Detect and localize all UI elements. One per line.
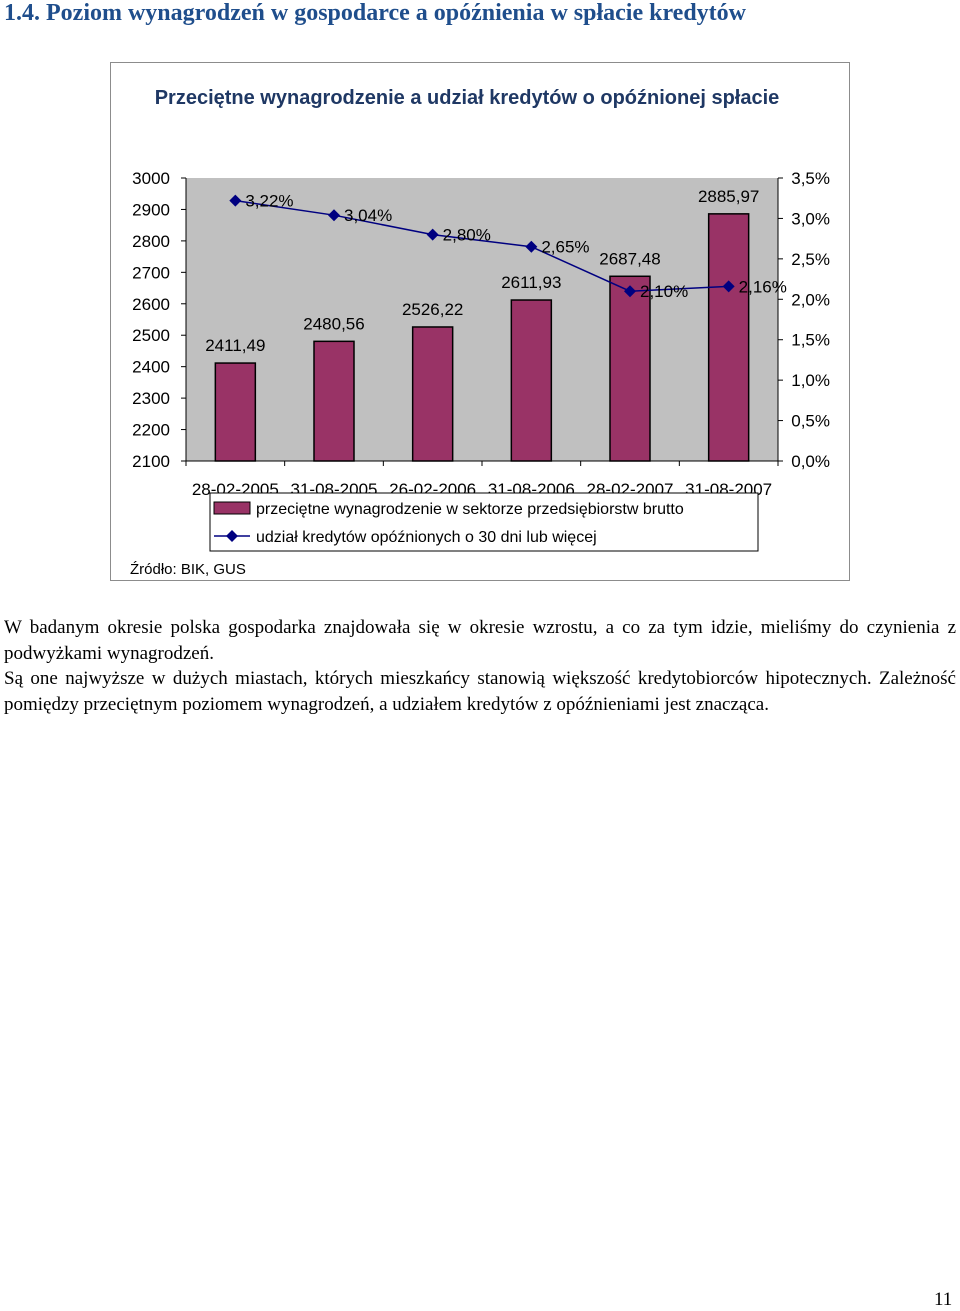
y-left-tick-label: 2900 (132, 200, 170, 219)
bar (214, 362, 257, 462)
legend-label-bar: przeciętne wynagrodzenie w sektorze prze… (256, 501, 684, 518)
labels-layer: 2411,49 2480,56 2526,22 2611,93 2687,48 2885,… (205, 187, 787, 355)
chart-svg: 2100 2200 2300 2400 2500 2600 2700 2800 2900 3000… (130, 169, 830, 578)
line-value-label: 3,22% (245, 192, 293, 211)
bars-layer (214, 213, 750, 462)
bar-value-label: 2526,22 (402, 300, 463, 319)
legend-box (209, 492, 759, 552)
legend-swatch-bar (213, 501, 251, 515)
y-left-tick-label: 3000 (132, 169, 170, 188)
y-left-tick-label: 2100 (132, 452, 170, 471)
plot-area (186, 178, 778, 461)
bar (707, 213, 750, 462)
legend-label-line: udział kredytów opóźnionych o 30 dni lub… (256, 529, 597, 546)
line-layer (229, 194, 735, 298)
bar-value-label: 2611,93 (501, 273, 561, 292)
line-point (624, 285, 636, 298)
chart-title: Przeciętne wynagrodzenie a udział kredyt… (154, 87, 780, 109)
paragraph-1: W badanym okresie polska gospodarka znaj… (4, 617, 956, 664)
page-number: 11 (934, 1289, 953, 1310)
y-right-tick-label: 1,5% (791, 331, 830, 350)
bar-value-label: 2411,49 (205, 336, 265, 355)
section-heading: 1.4. Poziom wynagrodzeń w gospodarce a o… (4, 0, 746, 26)
bar-value-label: 2885,97 (698, 187, 759, 206)
bar (411, 326, 454, 462)
line-value-label: 3,04% (344, 206, 392, 225)
line-point (328, 209, 340, 222)
bar (313, 340, 355, 462)
y-right-tick-label: 3,0% (791, 209, 830, 228)
y-right-tick-label: 2,0% (791, 290, 830, 309)
line-value-label: 2,65% (541, 238, 589, 257)
y-left-tick-label: 2800 (132, 232, 170, 251)
bar-value-label: 2687,48 (599, 249, 660, 268)
line-point (426, 228, 439, 241)
y-right-tick-label: 0,5% (791, 412, 830, 431)
bar-value-label: 2480,56 (303, 314, 364, 333)
bar (510, 299, 553, 462)
line-series (235, 199, 729, 292)
y-left-tick-label: 2300 (132, 389, 170, 408)
bar (609, 275, 651, 462)
y-left-tick-label: 2600 (132, 295, 170, 314)
legend: przeciętne wynagrodzenie w sektorze prze… (209, 492, 759, 552)
y-left-tick-label: 2400 (132, 358, 170, 377)
y-left-tick-label: 2700 (132, 263, 170, 282)
paragraph-2: Są one najwyższe w dużych miastach, któr… (4, 668, 956, 715)
y-right-tick-label: 1,0% (791, 371, 830, 390)
y-right-tick-label: 3,5% (791, 169, 830, 188)
source-label: Źródło: BIK, GUS (130, 561, 246, 578)
legend-swatch-marker (226, 530, 238, 542)
y-left-tick-label: 2500 (132, 326, 170, 345)
line-point (229, 194, 242, 207)
y-left-tick-label: 2200 (132, 421, 170, 440)
line-value-label: 2,80% (443, 226, 491, 245)
line-value-label: 2,10% (640, 282, 688, 301)
line-point (722, 280, 735, 293)
line-point (525, 240, 538, 253)
y-right-tick-label: 2,5% (791, 250, 830, 269)
y-right-tick-label: 0,0% (791, 452, 830, 471)
line-value-label: 2,16% (739, 277, 787, 296)
